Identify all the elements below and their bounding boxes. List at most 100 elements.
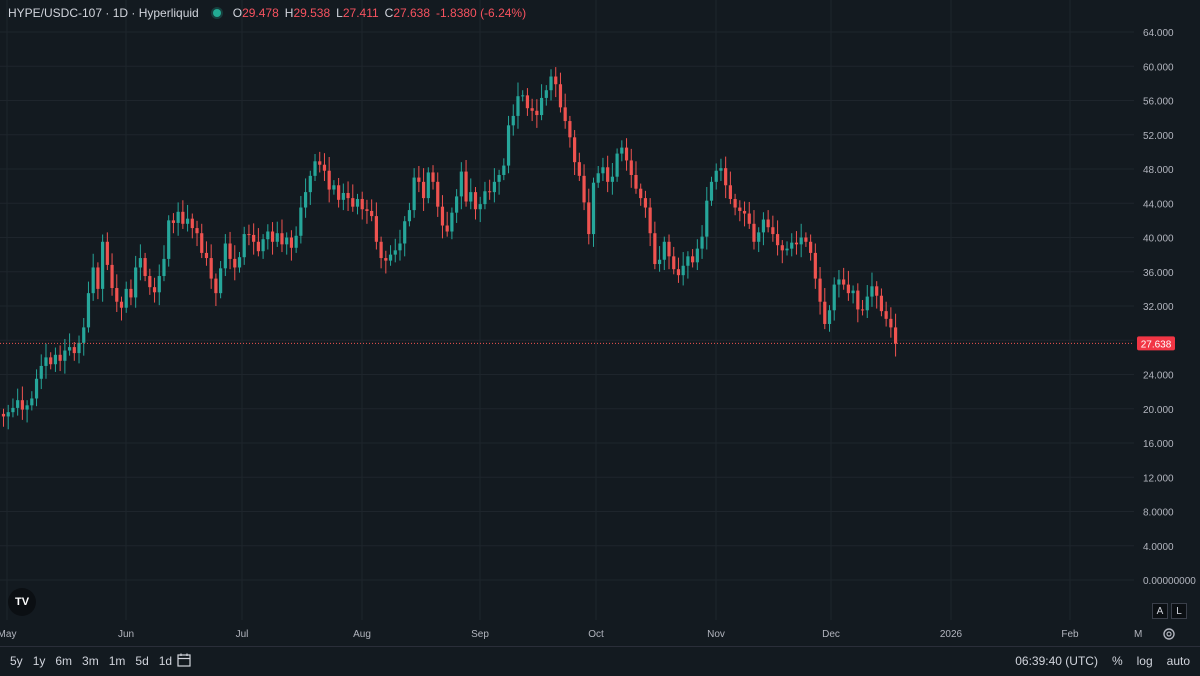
candle bbox=[337, 177, 341, 208]
range-5y-button[interactable]: 5y bbox=[10, 654, 23, 668]
candle bbox=[39, 354, 43, 390]
candle bbox=[16, 388, 20, 416]
candle-body bbox=[96, 267, 100, 289]
price-chart[interactable]: 64.000 60.000 56.000 52.000 48.000 44.000 40.0… bbox=[0, 0, 1200, 646]
candle bbox=[49, 352, 53, 370]
candle bbox=[431, 165, 435, 190]
candle-body bbox=[464, 171, 468, 202]
candle-body bbox=[303, 192, 308, 208]
lock-scale-button[interactable]: L bbox=[1171, 603, 1187, 619]
candle bbox=[700, 225, 704, 259]
candle-body bbox=[266, 231, 270, 240]
auto-scale-button[interactable]: A bbox=[1152, 603, 1168, 619]
candle-body bbox=[11, 407, 15, 413]
candle bbox=[256, 228, 260, 257]
candle bbox=[252, 223, 256, 255]
candle-body bbox=[39, 365, 43, 379]
candle-body bbox=[691, 256, 695, 263]
time-tick-label: 2026 bbox=[940, 629, 963, 640]
candle bbox=[587, 188, 591, 245]
auto-toggle[interactable]: auto bbox=[1166, 654, 1190, 668]
candle-body bbox=[771, 227, 775, 235]
tradingview-logo-icon[interactable]: TV bbox=[8, 588, 36, 616]
candle-body bbox=[72, 347, 76, 354]
candle bbox=[407, 202, 412, 227]
range-5d-button[interactable]: 5d bbox=[135, 654, 149, 668]
clock-readout[interactable]: 06:39:40 (UTC) bbox=[1015, 654, 1098, 668]
candle bbox=[691, 249, 695, 268]
percent-toggle[interactable]: % bbox=[1111, 654, 1123, 668]
candle bbox=[733, 193, 737, 216]
candle-body bbox=[275, 233, 279, 242]
range-1m-button[interactable]: 1m bbox=[108, 654, 126, 668]
range-1d-button[interactable]: 1d bbox=[158, 654, 173, 668]
candle-body bbox=[780, 245, 784, 251]
candle bbox=[558, 72, 563, 113]
gear-icon[interactable] bbox=[1162, 627, 1176, 641]
candle-body bbox=[379, 241, 383, 259]
symbol-title[interactable]: HYPE/USDC-107 · 1D · Hyperliquid bbox=[8, 6, 199, 20]
calendar-icon[interactable] bbox=[176, 652, 192, 668]
candle bbox=[119, 296, 124, 321]
candle bbox=[724, 156, 728, 199]
log-toggle[interactable]: log bbox=[1136, 654, 1153, 668]
candle bbox=[709, 176, 714, 206]
candle bbox=[275, 221, 279, 247]
time-tick-label: M bbox=[1134, 629, 1142, 640]
candle-body bbox=[634, 174, 638, 189]
candle bbox=[884, 301, 888, 327]
candle-body bbox=[431, 172, 435, 182]
candle-body bbox=[322, 164, 327, 171]
candle-body bbox=[327, 170, 331, 190]
candle bbox=[308, 170, 312, 205]
range-3m-button[interactable]: 3m bbox=[82, 654, 99, 668]
candle bbox=[115, 274, 119, 312]
candle-body bbox=[738, 207, 742, 211]
candle bbox=[742, 201, 747, 227]
candle-body bbox=[185, 218, 190, 224]
candle-body bbox=[893, 327, 898, 344]
candle bbox=[242, 226, 246, 265]
candle bbox=[322, 153, 327, 181]
candle-body bbox=[809, 241, 813, 253]
candle-body bbox=[728, 185, 732, 199]
candle bbox=[568, 115, 572, 148]
candle-body bbox=[152, 287, 157, 293]
candle-body bbox=[67, 347, 72, 351]
candle bbox=[1, 408, 6, 427]
candle-body bbox=[516, 96, 520, 116]
price-axis[interactable]: 64.000 60.000 56.000 52.000 48.000 44.000 40.0… bbox=[1143, 28, 1196, 587]
candle bbox=[879, 288, 884, 317]
candle-body bbox=[374, 216, 378, 242]
candle bbox=[110, 253, 114, 296]
candle bbox=[162, 245, 166, 282]
candle bbox=[799, 223, 803, 258]
candle bbox=[889, 307, 893, 338]
candle-body bbox=[214, 278, 218, 294]
candle bbox=[77, 335, 81, 364]
time-axis[interactable]: May Jun Jul Aug Sep Oct Nov Dec 2026 Feb M bbox=[0, 629, 1142, 640]
candle-body bbox=[332, 185, 336, 190]
candle-body bbox=[667, 241, 671, 257]
price-tick-label: 16.000 bbox=[1143, 439, 1174, 450]
candle-body bbox=[360, 198, 364, 210]
candle bbox=[436, 172, 440, 217]
candle-body bbox=[511, 115, 515, 126]
time-tick-label: May bbox=[0, 629, 16, 640]
range-6m-button[interactable]: 6m bbox=[55, 654, 73, 668]
candle bbox=[303, 178, 308, 218]
open-value: 29.478 bbox=[242, 6, 279, 20]
candle-body bbox=[549, 76, 553, 91]
last-price-label: 27.638 bbox=[1141, 339, 1172, 350]
candle-body bbox=[629, 160, 633, 175]
candle-body bbox=[403, 221, 407, 244]
candle bbox=[143, 252, 147, 282]
candle-body bbox=[77, 342, 81, 354]
range-1y-button[interactable]: 1y bbox=[32, 654, 46, 668]
candle bbox=[185, 204, 190, 232]
candle bbox=[525, 88, 530, 116]
candle bbox=[516, 82, 520, 129]
candle bbox=[6, 404, 10, 430]
candle bbox=[374, 202, 378, 250]
price-tick-label: 32.000 bbox=[1143, 302, 1174, 313]
